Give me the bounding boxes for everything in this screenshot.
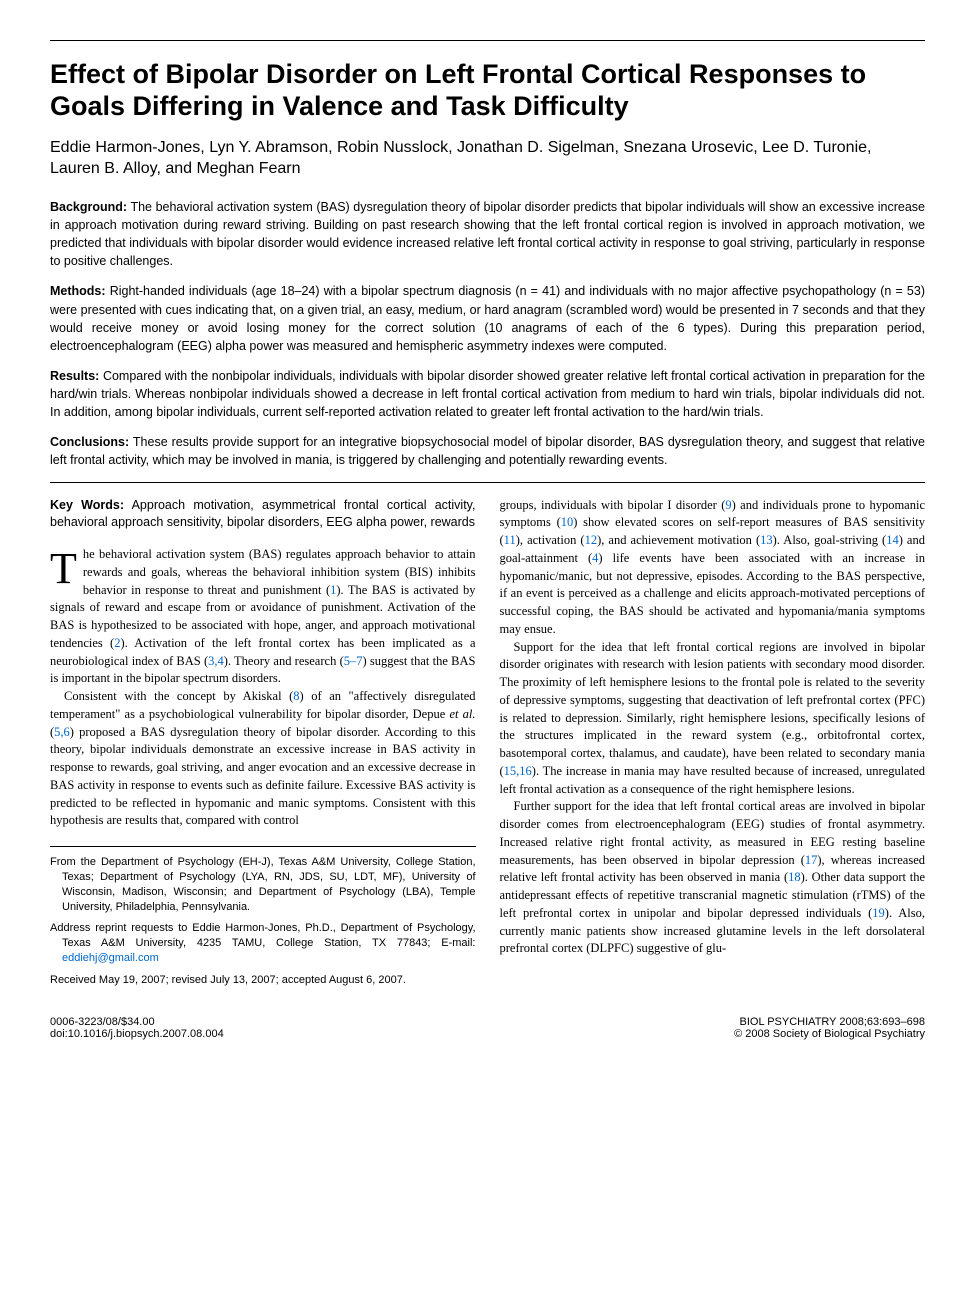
top-rule [50,40,925,41]
page-footer: 0006-3223/08/$34.00 doi:10.1016/j.biopsy… [50,1016,925,1040]
para-1: The behavioral activation system (BAS) r… [50,546,476,688]
ref-10[interactable]: 10 [561,515,574,529]
keywords-label: Key Words: [50,498,124,512]
footer-journal: BIOL PSYCHIATRY 2008;63:693–698 [734,1016,925,1028]
methods-label: Methods: [50,284,106,298]
affil-reprint: Address reprint requests to Eddie Harmon… [50,921,476,966]
ref-5-7[interactable]: 5–7 [344,654,363,668]
background-label: Background: [50,200,127,214]
keywords-block: Key Words: Approach motivation, asymmetr… [50,497,476,533]
results-label: Results: [50,369,99,383]
ref-12[interactable]: 12 [585,533,598,547]
authors-line: Eddie Harmon-Jones, Lyn Y. Abramson, Rob… [50,137,925,180]
ref-15-16[interactable]: 15,16 [504,764,532,778]
ref-3-4[interactable]: 3,4 [208,654,224,668]
conclusions-text: These results provide support for an int… [50,435,925,467]
body-columns: Key Words: Approach motivation, asymmetr… [50,497,925,988]
affil-from: From the Department of Psychology (EH-J)… [50,855,476,914]
footer-copyright: © 2008 Society of Biological Psychiatry [734,1028,925,1040]
affiliations-block: From the Department of Psychology (EH-J)… [50,846,476,988]
methods-text: Right-handed individuals (age 18–24) wit… [50,284,925,352]
para-2: Consistent with the concept by Akiskal (… [50,688,476,830]
footer-left: 0006-3223/08/$34.00 doi:10.1016/j.biopsy… [50,1016,224,1040]
results-text: Compared with the nonbipolar individuals… [50,369,925,419]
para-5: Further support for the idea that left f… [500,798,926,958]
ref-18[interactable]: 18 [788,870,801,884]
et-al: et al. [449,707,475,721]
abstract-rule [50,482,925,483]
ref-11[interactable]: 11 [504,533,516,547]
footer-right: BIOL PSYCHIATRY 2008;63:693–698 © 2008 S… [734,1016,925,1040]
conclusions-label: Conclusions: [50,435,129,449]
para-3: groups, individuals with bipolar I disor… [500,497,926,639]
abstract-background: Background: The behavioral activation sy… [50,198,925,271]
ref-14[interactable]: 14 [886,533,899,547]
ref-17[interactable]: 17 [805,853,818,867]
ref-19[interactable]: 19 [872,906,885,920]
article-title: Effect of Bipolar Disorder on Left Front… [50,59,925,123]
footer-issn: 0006-3223/08/$34.00 [50,1016,224,1028]
dropcap: T [50,546,83,587]
background-text: The behavioral activation system (BAS) d… [50,200,925,268]
abstract-methods: Methods: Right-handed individuals (age 1… [50,282,925,355]
para-4: Support for the idea that left frontal c… [500,639,926,799]
abstract-conclusions: Conclusions: These results provide suppo… [50,433,925,469]
affil-received: Received May 19, 2007; revised July 13, … [50,973,476,988]
author-email[interactable]: eddiehj@gmail.com [62,952,159,964]
ref-13[interactable]: 13 [760,533,773,547]
footer-doi: doi:10.1016/j.biopsych.2007.08.004 [50,1028,224,1040]
abstract-results: Results: Compared with the nonbipolar in… [50,367,925,421]
ref-5-6[interactable]: 5,6 [54,725,70,739]
